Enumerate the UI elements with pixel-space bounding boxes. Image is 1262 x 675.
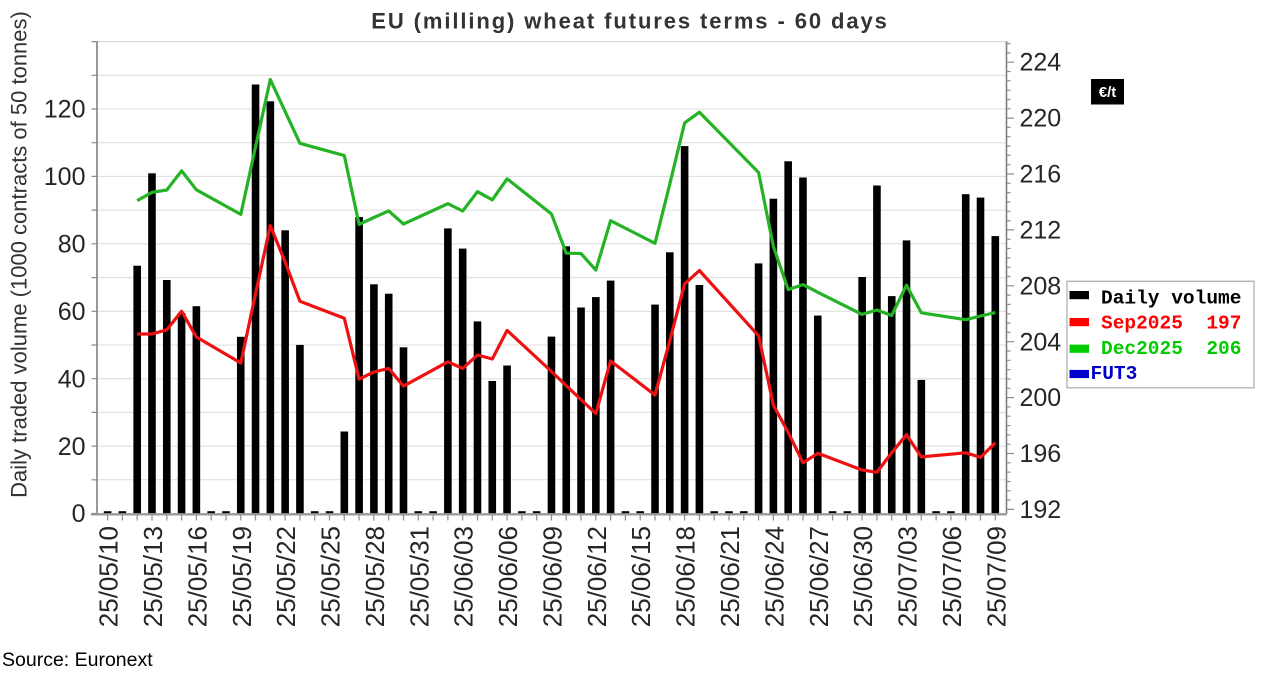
svg-text:25/06/03: 25/06/03 [449, 526, 479, 627]
svg-text:25/05/22: 25/05/22 [271, 526, 301, 627]
svg-text:100: 100 [44, 163, 86, 191]
svg-text:220: 220 [1020, 105, 1062, 133]
svg-text:196: 196 [1020, 440, 1062, 468]
svg-text:Daily traded volume (1000 cont: Daily traded volume (1000 contracts of 5… [7, 11, 32, 498]
svg-text:60: 60 [58, 298, 86, 326]
svg-text:25/05/31: 25/05/31 [404, 526, 434, 627]
svg-text:120: 120 [44, 96, 86, 124]
svg-text:25/06/15: 25/06/15 [626, 526, 656, 627]
svg-text:25/05/16: 25/05/16 [182, 526, 212, 627]
svg-text:Daily volume: Daily volume [1101, 288, 1241, 310]
svg-text:25/05/25: 25/05/25 [316, 526, 346, 627]
svg-text:204: 204 [1020, 328, 1062, 356]
svg-text:208: 208 [1020, 272, 1062, 300]
svg-text:25/07/03: 25/07/03 [893, 526, 923, 627]
svg-text:25/06/21: 25/06/21 [715, 526, 745, 627]
svg-text:80: 80 [58, 231, 86, 259]
svg-text:Dec2025 206: Dec2025 206 [1101, 338, 1241, 360]
svg-text:25/06/12: 25/06/12 [582, 526, 612, 627]
svg-text:0: 0 [72, 500, 86, 528]
svg-text:€/t: €/t [1099, 84, 1117, 101]
svg-text:FUT3: FUT3 [1091, 363, 1138, 385]
svg-text:25/07/09: 25/07/09 [981, 526, 1011, 627]
svg-text:25/05/28: 25/05/28 [360, 526, 390, 627]
svg-text:Source: Euronext: Source: Euronext [2, 649, 153, 670]
svg-text:224: 224 [1020, 49, 1062, 77]
svg-text:25/06/18: 25/06/18 [671, 526, 701, 627]
svg-text:25/06/30: 25/06/30 [848, 526, 878, 627]
svg-text:200: 200 [1020, 384, 1062, 412]
svg-text:25/06/09: 25/06/09 [538, 526, 568, 627]
svg-text:25/06/27: 25/06/27 [804, 526, 834, 627]
svg-text:212: 212 [1020, 216, 1062, 244]
svg-text:25/06/24: 25/06/24 [759, 526, 789, 627]
svg-text:40: 40 [58, 365, 86, 393]
svg-text:Sep2025 197: Sep2025 197 [1101, 313, 1241, 335]
svg-text:25/05/10: 25/05/10 [94, 526, 124, 627]
svg-text:25/07/06: 25/07/06 [937, 526, 967, 627]
svg-text:25/06/06: 25/06/06 [493, 526, 523, 627]
svg-text:20: 20 [58, 433, 86, 461]
svg-text:25/05/19: 25/05/19 [227, 526, 257, 627]
svg-text:192: 192 [1020, 496, 1062, 524]
svg-text:25/05/13: 25/05/13 [138, 526, 168, 627]
svg-text:216: 216 [1020, 161, 1062, 189]
svg-text:EU (milling) wheat futures ter: EU (milling) wheat futures terms - 60 da… [371, 9, 888, 34]
